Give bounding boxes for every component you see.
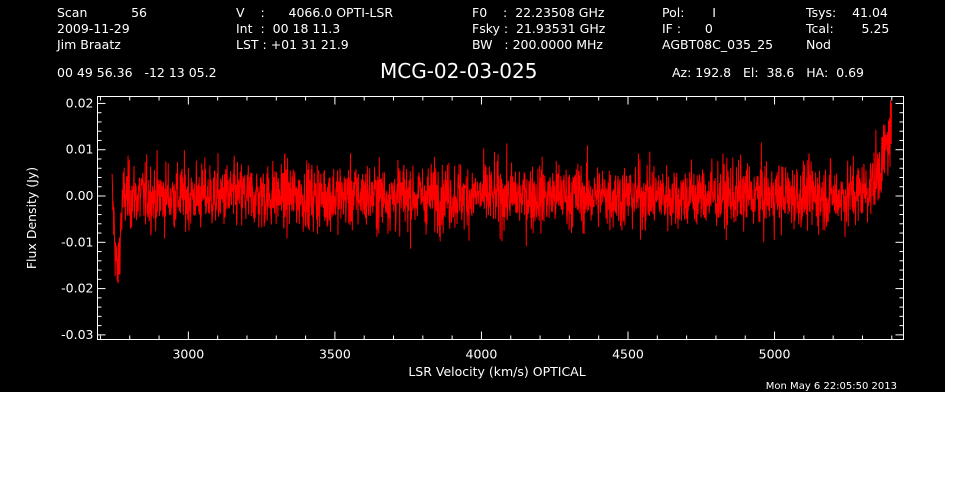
x-axis-label: LSR Velocity (km/s) OPTICAL <box>408 364 585 379</box>
spectrum-panel: Scan 56 2009-11-29 Jim Braatz V : 4066.0… <box>0 0 945 392</box>
x-tick-label: 5000 <box>759 347 791 362</box>
pol-label: Pol: I <box>662 5 716 20</box>
az-el-ha-label: Az: 192.8 El: 38.6 HA: 0.69 <box>672 65 865 80</box>
tcal-label: Tcal: 5.25 <box>806 21 890 36</box>
y-tick-label: -0.03 <box>61 327 93 342</box>
y-tick-label: -0.02 <box>61 281 93 296</box>
y-axis-label: Flux Density (Jy) <box>24 167 39 269</box>
date-label: 2009-11-29 <box>57 21 130 36</box>
lst-label: LST : +01 31 21.9 <box>236 37 349 52</box>
spectrum-plot: 3000 3500 4000 4500 5000 -0.03 -0.02 -0.01 0.00 0… <box>24 95 904 392</box>
y-tick-label: 0.00 <box>66 188 94 203</box>
fsky-label: Fsky : 21.93531 GHz <box>472 21 606 36</box>
observer-label: Jim Braatz <box>57 37 121 52</box>
tsys-label: Tsys: 41.04 <box>806 5 888 20</box>
source-title: MCG-02-03-025 <box>380 59 538 83</box>
plot-frame <box>97 96 904 340</box>
coords-label: 00 49 56.36 -12 13 05.2 <box>57 65 217 80</box>
y-tick-label: 0.01 <box>66 142 94 157</box>
velocity-label: V : 4066.0 OPTI-LSR <box>236 5 394 20</box>
bw-label: BW : 200.0000 MHz <box>472 37 603 52</box>
x-tick-label: 4000 <box>466 347 498 362</box>
project-label: AGBT08C_035_25 <box>662 37 774 52</box>
f0-label: F0 : 22.23508 GHz <box>472 5 605 20</box>
x-tick-label: 3500 <box>319 347 351 362</box>
proc-label: Nod <box>806 37 831 52</box>
spectrum-series-line <box>111 99 893 284</box>
y-tick-label: 0.02 <box>66 95 94 110</box>
scan-label: Scan 56 <box>57 5 148 20</box>
x-tick-label: 4500 <box>612 347 644 362</box>
y-tick-label: -0.01 <box>61 234 93 249</box>
x-tick-label: 3000 <box>172 347 204 362</box>
timestamp: Mon May 6 22:05:50 2013 <box>766 381 897 392</box>
integration-label: Int : 00 18 11.3 <box>236 21 341 36</box>
if-label: IF : 0 <box>662 21 713 36</box>
